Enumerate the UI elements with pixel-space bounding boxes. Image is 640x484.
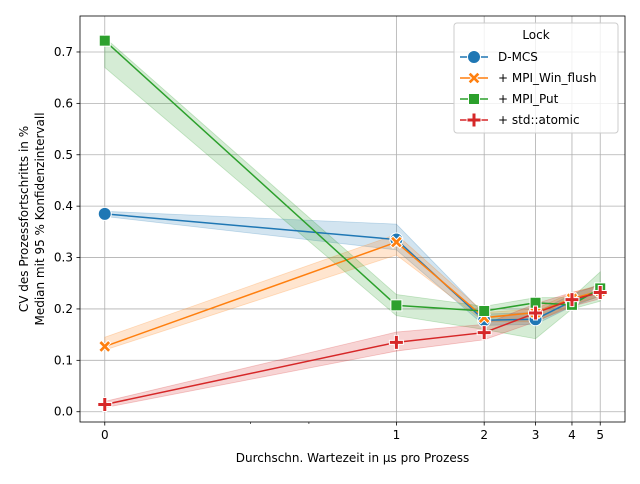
y-tick-label: 0.7 [54,45,73,59]
legend-item-std-atomic: + std::atomic [460,112,580,128]
legend-item-mpi-put: + MPI_Put [460,92,559,106]
point-std-atomic [388,334,404,350]
y-tick-label: 0.1 [54,353,73,367]
legend-marker [466,112,482,128]
y-tick-label: 0.2 [54,302,73,316]
x-tick-label: 4 [568,428,576,442]
point-mpi-put [478,304,491,317]
y-tick-label: 0.0 [54,405,73,419]
y-tick-label: 0.4 [54,199,73,213]
y-axis-label-line-2: Median mit 95 % Konfidenzintervall [33,112,47,325]
axes: 0 1 2 3 4 5 0.0 0.1 0.2 0.3 0.4 0.5 0.6 0.7 [54,45,604,442]
legend-label: + MPI_Win_flush [498,71,597,85]
point-mpi-put [98,34,111,47]
point-std-atomic [528,305,544,321]
y-axis-label: CV des Prozessfortschritts in % Median m… [17,112,47,325]
legend-label: + MPI_Put [498,92,559,106]
legend-label: D-MCS [498,50,538,64]
legend-marker [467,71,481,85]
series-markers [97,34,608,413]
y-tick-label: 0.6 [54,96,73,110]
y-tick-label: 0.5 [54,148,73,162]
point-mpi-win-flush [389,235,404,249]
point-std-atomic [97,397,113,413]
point-std-atomic [564,292,580,308]
point-std-atomic [476,325,492,341]
y-tick-label: 0.3 [54,251,73,265]
point-d-mcs [97,206,112,221]
x-tick-label: 0 [101,428,109,442]
x-tick-label: 2 [480,428,488,442]
plot-frame [79,15,626,423]
legend-marker [468,93,480,105]
x-axis-label: Durchschn. Wartezeit in µs pro Prozess [236,451,470,465]
x-tick-label: 3 [532,428,540,442]
legend-title: Lock [522,28,549,42]
x-tick-label: 5 [596,428,604,442]
y-axis-label-line-1: CV des Prozessfortschritts in % [17,126,31,312]
legend-item-d-mcs: D-MCS [460,50,538,64]
legend-item-mpi-win-flush: + MPI_Win_flush [460,71,597,85]
point-mpi-put [390,299,403,312]
legend-frame [453,22,619,134]
legend-label: + std::atomic [498,113,580,127]
point-mpi-win-flush [98,339,112,354]
x-tick-label: 1 [393,428,401,442]
legend-marker [467,50,481,64]
point-std-atomic [592,284,608,300]
